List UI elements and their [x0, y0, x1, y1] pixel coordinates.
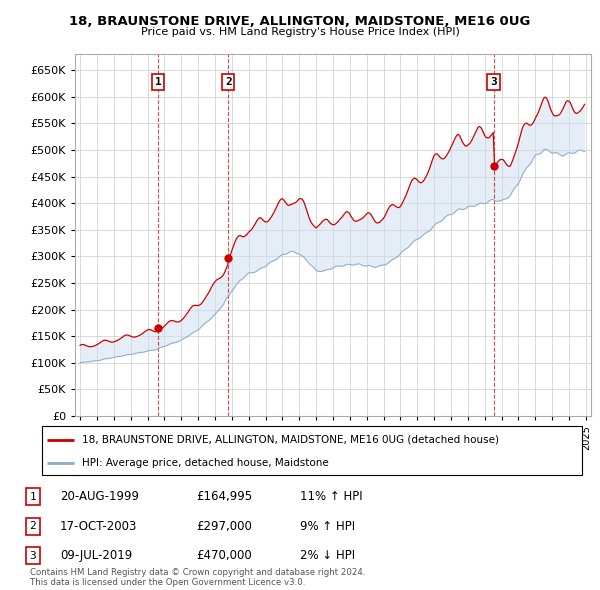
Text: 17-OCT-2003: 17-OCT-2003: [60, 520, 137, 533]
Text: 18, BRAUNSTONE DRIVE, ALLINGTON, MAIDSTONE, ME16 0UG: 18, BRAUNSTONE DRIVE, ALLINGTON, MAIDSTO…: [70, 15, 530, 28]
Text: Price paid vs. HM Land Registry's House Price Index (HPI): Price paid vs. HM Land Registry's House …: [140, 27, 460, 37]
Text: £297,000: £297,000: [196, 520, 252, 533]
Text: 11% ↑ HPI: 11% ↑ HPI: [300, 490, 362, 503]
Text: 1: 1: [155, 77, 161, 87]
Text: 2: 2: [29, 522, 37, 531]
Text: 20-AUG-1999: 20-AUG-1999: [60, 490, 139, 503]
Text: 18, BRAUNSTONE DRIVE, ALLINGTON, MAIDSTONE, ME16 0UG (detached house): 18, BRAUNSTONE DRIVE, ALLINGTON, MAIDSTO…: [83, 435, 499, 445]
Text: £470,000: £470,000: [196, 549, 252, 562]
Text: 2% ↓ HPI: 2% ↓ HPI: [300, 549, 355, 562]
Text: 09-JUL-2019: 09-JUL-2019: [60, 549, 132, 562]
Text: Contains HM Land Registry data © Crown copyright and database right 2024.
This d: Contains HM Land Registry data © Crown c…: [30, 568, 365, 587]
Text: £164,995: £164,995: [196, 490, 252, 503]
FancyBboxPatch shape: [42, 426, 582, 475]
Text: 3: 3: [29, 551, 37, 560]
Text: 3: 3: [490, 77, 497, 87]
Text: 9% ↑ HPI: 9% ↑ HPI: [300, 520, 355, 533]
Text: HPI: Average price, detached house, Maidstone: HPI: Average price, detached house, Maid…: [83, 458, 329, 468]
Text: 1: 1: [29, 492, 37, 502]
Text: 2: 2: [225, 77, 232, 87]
